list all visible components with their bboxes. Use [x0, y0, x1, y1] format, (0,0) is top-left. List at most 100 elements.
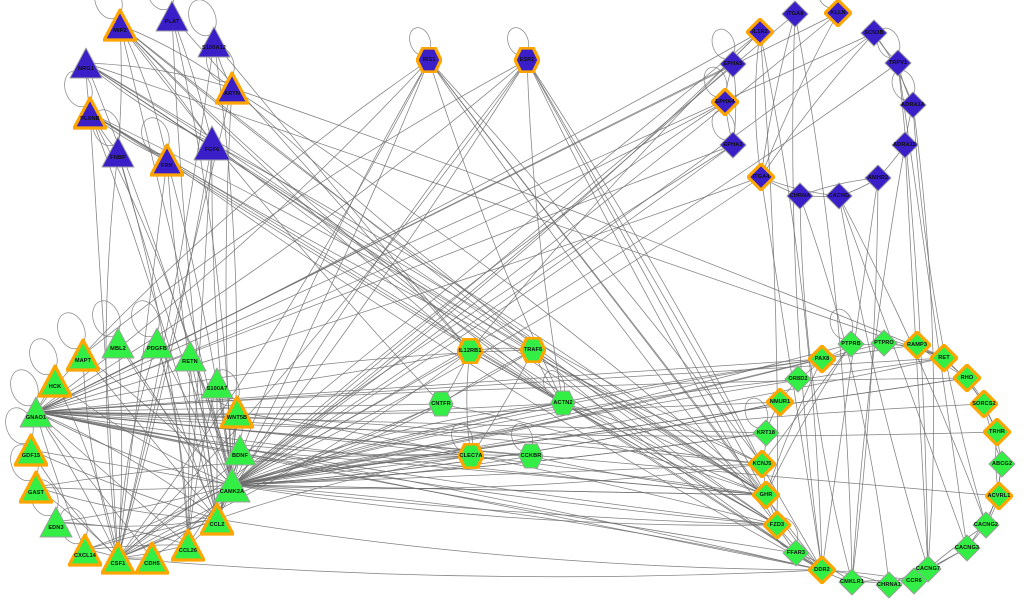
hexagon-glyph: [519, 336, 547, 364]
hexagon-glyph: [513, 46, 541, 74]
network-node-artn[interactable]: [214, 71, 250, 105]
triangle-glyph: [100, 541, 136, 575]
triangle-glyph: [213, 467, 251, 503]
network-node-ptprb[interactable]: [837, 330, 865, 358]
network-node-acvrl1[interactable]: [984, 481, 1014, 511]
network-node-plat[interactable]: [155, 0, 189, 33]
network-node-epha4[interactable]: [710, 87, 740, 117]
triangle-glyph: [37, 364, 73, 398]
network-node-ramp3[interactable]: [902, 330, 932, 360]
network-node-cdh5[interactable]: [134, 541, 170, 575]
network-node-cckbr[interactable]: [518, 443, 544, 469]
network-node-s100a7[interactable]: [200, 366, 234, 400]
network-node-clec7a[interactable]: [457, 442, 485, 470]
hexagon-glyph: [428, 391, 454, 417]
diamond-glyph: [807, 344, 837, 374]
network-node-adra1d[interactable]: [891, 131, 919, 159]
network-node-ret[interactable]: [929, 343, 959, 373]
network-node-il1r2[interactable]: [745, 17, 775, 47]
network-node-rho[interactable]: [952, 363, 982, 393]
network-node-retn[interactable]: [173, 339, 207, 373]
network-node-gdf15[interactable]: [13, 433, 49, 467]
network-node-irs1[interactable]: [415, 46, 443, 74]
network-node-plxnb[interactable]: [72, 96, 108, 130]
network-node-itga8[interactable]: [781, 0, 809, 28]
network-node-mbl2[interactable]: [101, 326, 135, 360]
network-node-cacng3[interactable]: [953, 534, 981, 562]
network-node-cntfr[interactable]: [428, 391, 454, 417]
diamond-glyph: [781, 0, 809, 28]
network-node-fzd3[interactable]: [762, 510, 792, 540]
network-node-mapt[interactable]: [65, 338, 101, 372]
diamond-glyph: [765, 387, 795, 417]
network-node-epha3[interactable]: [719, 131, 747, 159]
network-node-krt18[interactable]: [752, 419, 780, 447]
diamond-glyph: [807, 555, 837, 585]
diamond-glyph: [786, 182, 814, 210]
network-node-epha5[interactable]: [719, 50, 747, 78]
network-node-csf1[interactable]: [100, 541, 136, 575]
network-node-il12rb1[interactable]: [456, 337, 484, 365]
triangle-glyph: [101, 327, 135, 359]
network-node-sorcs2[interactable]: [969, 389, 999, 419]
network-node-ptpro[interactable]: [870, 329, 898, 357]
network-node-gast[interactable]: [18, 470, 54, 504]
network-node-abcg2[interactable]: [988, 450, 1016, 478]
network-node-edn3[interactable]: [39, 505, 73, 539]
network-node-cacng2[interactable]: [972, 511, 1000, 539]
network-node-amhr2[interactable]: [864, 164, 892, 192]
network-node-wnt5b[interactable]: [219, 395, 255, 429]
diamond-glyph: [825, 182, 853, 210]
triangle-glyph: [155, 0, 189, 32]
diamond-glyph: [823, 0, 853, 28]
network-node-mip2[interactable]: [102, 8, 138, 42]
network-node-or8d2[interactable]: [784, 365, 812, 393]
network-node-bdnf[interactable]: [223, 433, 257, 467]
network-node-nmur1[interactable]: [765, 387, 795, 417]
network-node-chrna[interactable]: [786, 182, 814, 210]
network-node-ffar3[interactable]: [782, 539, 810, 567]
diamond-glyph: [972, 511, 1000, 539]
network-node-ccl26[interactable]: [170, 528, 206, 562]
diamond-glyph: [710, 87, 740, 117]
diamond-glyph: [837, 330, 865, 358]
network-node-fgf6[interactable]: [193, 124, 231, 162]
network-node-scn3b[interactable]: [860, 19, 888, 47]
hexagon-glyph: [550, 390, 576, 416]
triangle-glyph: [39, 506, 73, 538]
diamond-glyph: [719, 50, 747, 78]
network-node-cacng[interactable]: [825, 182, 853, 210]
network-node-ddr2[interactable]: [807, 555, 837, 585]
triangle-glyph: [102, 8, 138, 42]
triangle-glyph: [170, 528, 206, 562]
diamond-glyph: [984, 481, 1014, 511]
network-node-ccl2[interactable]: [199, 502, 235, 536]
network-node-chrna1[interactable]: [875, 571, 903, 599]
network-node-s100a12[interactable]: [197, 25, 231, 59]
network-node-gnao1[interactable]: [19, 395, 53, 429]
network-node-nrg1[interactable]: [69, 46, 103, 80]
network-node-esr2[interactable]: [513, 46, 541, 74]
network-node-adra1a[interactable]: [899, 91, 927, 119]
network-node-traf6[interactable]: [519, 336, 547, 364]
network-node-cmklr1[interactable]: [838, 568, 866, 596]
network-node-ghr[interactable]: [751, 480, 781, 510]
network-node-klln[interactable]: [823, 0, 853, 28]
diamond-glyph: [860, 19, 888, 47]
network-node-ccr6[interactable]: [900, 567, 928, 595]
triangle-glyph: [199, 502, 235, 536]
network-node-pdgfb[interactable]: [140, 326, 174, 360]
network-node-cxcl14[interactable]: [67, 533, 103, 567]
network-node-fnbp[interactable]: [101, 135, 135, 169]
network-node-pax8[interactable]: [807, 344, 837, 374]
network-node-actn2[interactable]: [550, 390, 576, 416]
network-node-frk[interactable]: [149, 143, 185, 177]
network-node-camk2a[interactable]: [213, 466, 251, 504]
network-node-itga4[interactable]: [746, 162, 776, 192]
network-node-hck[interactable]: [37, 364, 73, 398]
network-node-trpv1[interactable]: [884, 49, 912, 77]
network-node-trhr[interactable]: [982, 417, 1012, 447]
network-node-kcnj5[interactable]: [747, 449, 777, 479]
